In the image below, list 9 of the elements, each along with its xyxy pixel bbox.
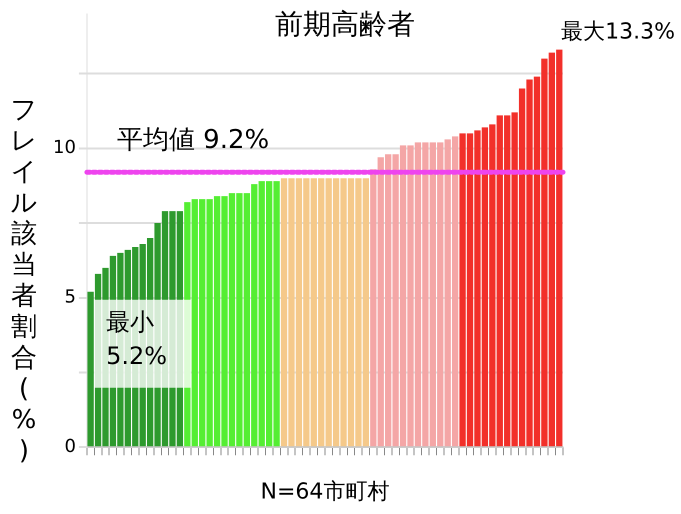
y-tick-label: 5 bbox=[64, 286, 76, 308]
x-axis-title: N=64市町村 bbox=[260, 480, 390, 505]
text: フレイル該当者割合(%) bbox=[10, 95, 38, 466]
annotation: 最小 5.2% bbox=[106, 308, 168, 370]
ref-line-label: 平均値 9.2% bbox=[116, 124, 270, 155]
y-tick-label: 10 bbox=[53, 136, 76, 158]
y-tick-label: 0 bbox=[64, 436, 76, 457]
annotation: 最大13.3% bbox=[561, 19, 675, 44]
chart-title: 前期高齢者 bbox=[274, 7, 415, 40]
